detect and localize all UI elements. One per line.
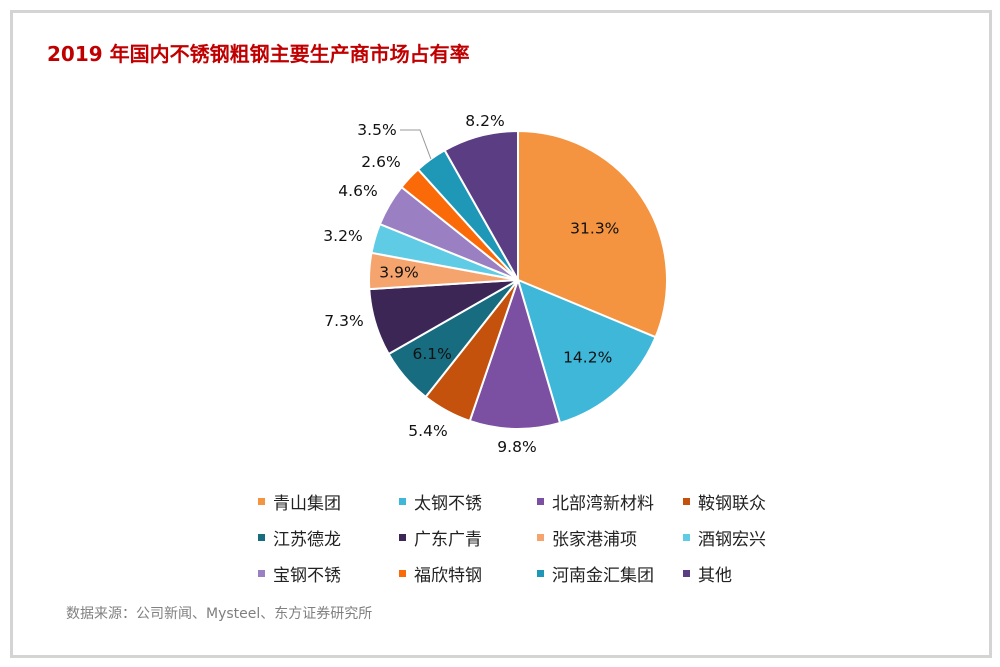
- legend-item: 北部湾新材料: [537, 488, 683, 515]
- legend-label: 太钢不锈: [414, 494, 482, 514]
- legend-label: 宝钢不锈: [273, 566, 341, 586]
- legend-label: 北部湾新材料: [552, 494, 654, 514]
- legend-label: 张家港浦项: [552, 530, 637, 550]
- legend-label: 河南金汇集团: [552, 566, 654, 586]
- data-labels: 31.3% 14.2% 9.8% 5.4% 6.1% 7.3% 3.9% 3.2% 4.6% 2.…: [323, 112, 619, 456]
- legend-swatch: [537, 498, 544, 505]
- legend-item: 其他: [683, 560, 798, 587]
- legend-item: 张家港浦项: [537, 524, 683, 551]
- data-label-3: 9.8%: [497, 438, 536, 456]
- legend-label: 广东广青: [414, 530, 482, 550]
- data-label-7: 3.9%: [379, 264, 418, 282]
- legend-swatch: [399, 498, 406, 505]
- legend-item: 鞍钢联众: [683, 488, 798, 515]
- pie-slice-1: [517, 129, 668, 339]
- legend-swatch: [537, 534, 544, 541]
- legend-label: 其他: [698, 566, 732, 586]
- legend-swatch: [258, 534, 265, 541]
- legend-item: 太钢不锈: [399, 488, 537, 515]
- legend: 青山集团 太钢不锈 北部湾新材料 鞍钢联众江苏德龙 广东广青 张家港浦项 酒钢宏兴宝钢不锈 福…: [258, 488, 798, 587]
- data-label-10: 2.6%: [361, 153, 400, 171]
- pie-slice-2: [516, 278, 657, 425]
- pie-slice-12: [443, 129, 519, 284]
- data-label-11: 3.5%: [357, 121, 396, 139]
- data-label-4: 5.4%: [408, 422, 447, 440]
- legend-swatch: [683, 534, 690, 541]
- legend-item: 青山集团: [258, 488, 399, 515]
- legend-item: 广东广青: [399, 524, 537, 551]
- legend-swatch: [258, 570, 265, 577]
- data-label-6: 7.3%: [324, 312, 363, 330]
- pie-slices: [368, 129, 668, 430]
- data-label-12: 8.2%: [465, 112, 504, 130]
- legend-item: 河南金汇集团: [537, 560, 683, 587]
- legend-item: 江苏德龙: [258, 524, 399, 551]
- source-note: 数据来源：公司新闻、Mysteel、东方证券研究所: [66, 606, 373, 622]
- data-label-9: 4.6%: [338, 182, 377, 200]
- legend-swatch: [399, 570, 406, 577]
- data-label-5: 6.1%: [413, 345, 452, 363]
- legend-swatch: [537, 570, 544, 577]
- legend-label: 青山集团: [273, 494, 341, 514]
- data-label-1: 31.3%: [570, 220, 619, 238]
- legend-swatch: [683, 498, 690, 505]
- legend-label: 福欣特钢: [414, 566, 482, 586]
- leader-lines: [400, 129, 432, 160]
- data-label-8: 3.2%: [323, 227, 362, 245]
- legend-swatch: [258, 498, 265, 505]
- chart-title: 2019 年国内不锈钢粗钢主要生产商市场占有率: [47, 42, 470, 66]
- legend-item: 酒钢宏兴: [683, 524, 798, 551]
- leader-line: [400, 129, 432, 160]
- legend-swatch: [683, 570, 690, 577]
- legend-item: 宝钢不锈: [258, 560, 399, 587]
- legend-item: 福欣特钢: [399, 560, 537, 587]
- legend-label: 酒钢宏兴: [698, 530, 766, 550]
- legend-swatch: [399, 534, 406, 541]
- legend-label: 鞍钢联众: [698, 494, 766, 514]
- pie-slice-3: [468, 276, 562, 430]
- data-label-2: 14.2%: [563, 349, 612, 367]
- legend-label: 江苏德龙: [273, 530, 341, 550]
